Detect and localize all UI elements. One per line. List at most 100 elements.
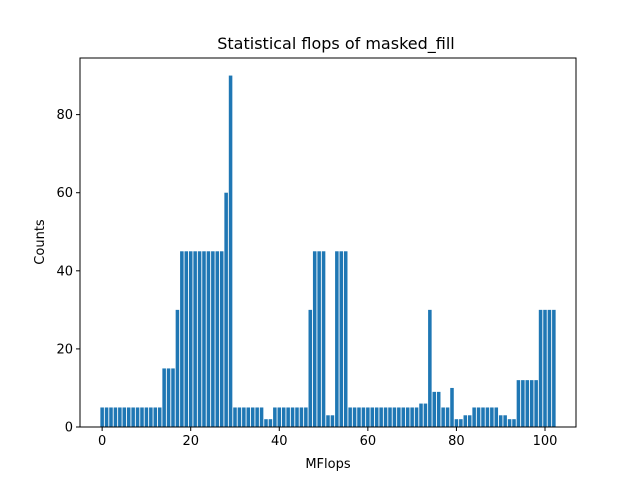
bar [512,419,516,427]
bar [171,368,175,427]
bar [304,407,308,427]
bar [401,407,406,427]
bar [423,403,428,427]
bar [184,251,189,427]
bar [410,407,414,427]
bar [476,407,481,427]
bar [188,251,193,427]
y-axis-ticks: 0 20 40 60 80 [56,108,80,436]
bar [507,419,512,427]
bar [175,309,180,427]
bar [494,407,499,427]
x-tick-label: 60 [360,434,377,449]
bar [366,407,370,427]
bar [419,403,423,427]
bar [343,251,348,427]
y-tick-label: 20 [56,342,73,357]
bar [135,407,140,427]
bar [286,407,290,427]
bar [206,251,211,427]
bar [149,407,153,427]
bar [211,251,215,427]
bar [405,407,410,427]
bar [436,391,441,427]
bar [543,309,547,427]
bar [268,419,273,427]
bar [122,407,127,427]
bar [144,407,149,427]
bar [552,309,556,427]
bar [459,419,463,427]
bar [463,415,468,427]
bar [193,251,197,427]
y-tick-label: 40 [56,264,73,279]
bar [259,407,264,427]
bar [428,309,432,427]
bar [237,407,242,427]
bar [277,407,282,427]
x-axis-ticks: 0 20 40 60 80 100 [98,427,557,449]
bar [445,407,450,427]
bar [215,251,220,427]
bar [472,407,476,427]
bar [330,415,335,427]
bar [219,251,224,427]
bar [308,309,313,427]
bar [197,251,202,427]
bar [525,380,530,427]
bar [529,380,534,427]
bar [379,407,383,427]
bar [498,415,503,427]
bar [481,407,485,427]
bar [490,407,494,427]
y-tick-label: 80 [56,108,73,123]
bar [503,415,507,427]
bar [335,251,339,427]
bar [180,251,184,427]
x-tick-label: 80 [448,434,465,449]
bar [352,407,357,427]
y-tick-label: 0 [65,421,73,436]
bar [432,391,437,427]
bar [246,407,251,427]
x-tick-label: 0 [98,434,106,449]
bar [100,407,104,427]
x-tick-label: 40 [271,434,288,449]
x-axis-label: MFlops [305,457,351,472]
bar [273,407,277,427]
bar [414,407,419,427]
bar [348,407,352,427]
bar [485,407,490,427]
bar [383,407,388,427]
bar [113,407,118,427]
bar [153,407,158,427]
bar [126,407,131,427]
bar [104,407,109,427]
bar [228,75,233,427]
bar [454,419,459,427]
x-tick-label: 100 [533,434,558,449]
bar [242,407,246,427]
bar [357,407,361,427]
bar [233,407,237,427]
bar [321,251,326,427]
bar [202,251,206,427]
bar [397,407,401,427]
bar [388,407,392,427]
bar [361,407,366,427]
bar [255,407,259,427]
bar [131,407,135,427]
bar [264,419,268,427]
bar [339,251,344,427]
bar [516,380,521,427]
bars-group [100,75,556,427]
bar [467,415,472,427]
bar [281,407,286,427]
chart-title: Statistical flops of masked_fill [217,34,454,54]
bar [157,407,162,427]
bar [290,407,295,427]
bar [250,407,255,427]
bar [441,407,445,427]
bar [534,380,538,427]
